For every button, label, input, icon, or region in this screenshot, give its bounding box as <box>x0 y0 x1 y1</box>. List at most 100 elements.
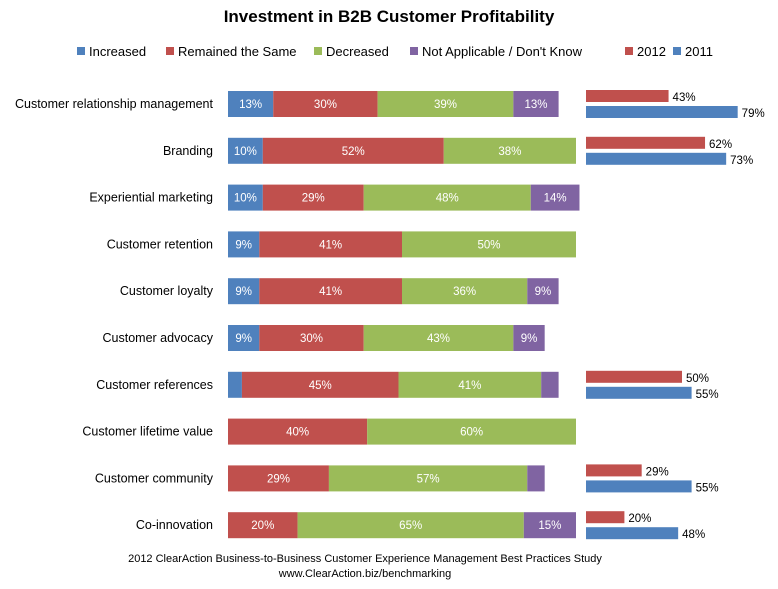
category-label-customer-advocacy: Customer advocacy <box>103 331 214 345</box>
data-label: 10% <box>234 146 257 158</box>
bar-segment-decreased <box>377 91 514 117</box>
bar-segment-increased <box>228 278 260 305</box>
legend-item-decreased: Decreased <box>314 44 389 59</box>
data-label: 65% <box>399 520 422 532</box>
source-line-2: www.ClearAction.biz/benchmarking <box>278 568 451 580</box>
year-bars-co-innovation: 20% 48% <box>586 511 705 541</box>
bar-2012 <box>586 370 682 383</box>
bar-segment-remained-the-same <box>228 418 368 445</box>
legend-label: Remained the Same <box>178 44 297 59</box>
legend-label: Not Applicable / Don't Know <box>422 44 583 59</box>
category-label-experiential-marketing: Experiential marketing <box>89 191 213 205</box>
stacked-bar-group: 13% 30% 39% 13% 10% 52% 38% 10% 29% 48% 14% 9% 41% 50… <box>228 91 580 539</box>
source-line-1: 2012 ClearAction Business-to-Business Cu… <box>128 553 602 565</box>
stacked-bar-customer-relationship-management: 13% 30% 39% 13% <box>228 91 559 117</box>
category-label-customer-loyalty: Customer loyalty <box>120 284 214 298</box>
bar-2011 <box>586 480 692 493</box>
data-label: 36% <box>453 286 476 298</box>
data-label: 62% <box>709 139 732 151</box>
bar-segment-increased <box>228 371 242 398</box>
data-label: 79% <box>742 108 765 120</box>
stacked-bar-experiential-marketing: 10% 29% 48% 14% <box>228 184 580 211</box>
data-label: 55% <box>696 389 719 401</box>
data-label: 73% <box>730 155 753 167</box>
data-label: 57% <box>417 473 440 485</box>
legend-swatch <box>410 47 418 55</box>
data-label: 50% <box>686 373 709 385</box>
bar-segment-remained-the-same <box>262 137 444 164</box>
bar-segment-decreased <box>367 418 576 445</box>
data-label: 40% <box>286 427 309 439</box>
data-label: 29% <box>302 193 325 205</box>
category-label-customer-retention: Customer retention <box>107 237 213 251</box>
chart-title: Investment in B2B Customer Profitability <box>224 7 555 26</box>
legend-label: 2011 <box>685 44 713 59</box>
data-label: 9% <box>521 333 538 345</box>
data-label: 15% <box>538 520 561 532</box>
bar-segment-remained-the-same <box>273 91 378 117</box>
legend-swatch <box>166 47 174 55</box>
legend-swatch <box>77 47 85 55</box>
bar-2012 <box>586 464 642 477</box>
data-label: 43% <box>427 333 450 345</box>
bar-segment-not-applicable-don-t-know <box>523 512 576 539</box>
data-label: 48% <box>436 193 459 205</box>
data-label: 9% <box>535 286 552 298</box>
data-label: 55% <box>696 482 719 494</box>
data-label: 52% <box>342 146 365 158</box>
bar-segment-remained-the-same <box>259 325 364 351</box>
category-label-co-innovation: Co-innovation <box>136 518 213 532</box>
stacked-bar-customer-lifetime-value: 40% 60% <box>228 418 576 445</box>
category-label-customer-references: Customer references <box>96 378 213 392</box>
category-label-customer-lifetime-value: Customer lifetime value <box>82 425 213 439</box>
bar-segment-not-applicable-don-t-know <box>513 325 545 351</box>
data-label: 45% <box>309 380 332 392</box>
bar-segment-decreased <box>363 325 514 351</box>
year-bars-branding: 62%73% <box>586 136 753 167</box>
bar-segment-remained-the-same <box>241 371 399 398</box>
stacked-bar-customer-advocacy: 9% 30% 43% 9% <box>228 325 545 351</box>
stacked-bar-customer-community: 29% 57% <box>228 465 545 492</box>
data-label: 30% <box>314 99 337 111</box>
stacked-bar-customer-references: 45% 41% <box>228 371 559 398</box>
category-labels: Customer relationship management Branding… <box>15 97 214 532</box>
stacked-bar-customer-retention: 9% 41% 50% <box>228 231 576 258</box>
bar-segment-not-applicable-don-t-know <box>527 465 545 492</box>
bar-segment-decreased <box>443 137 576 164</box>
data-label: 48% <box>682 529 705 541</box>
bar-segment-decreased <box>402 278 528 305</box>
legend-item-increased: Increased <box>77 44 146 59</box>
bar-2011 <box>586 527 679 540</box>
bar-segment-increased <box>228 137 263 164</box>
bar-segment-decreased <box>402 231 576 258</box>
bar-2012 <box>586 136 706 149</box>
data-label: 29% <box>267 473 290 485</box>
bar-segment-remained-the-same <box>262 184 364 211</box>
data-label: 10% <box>234 193 257 205</box>
category-label-customer-community: Customer community <box>95 471 214 485</box>
data-label: 39% <box>434 99 457 111</box>
legend-item-remained-the-same: Remained the Same <box>166 44 297 59</box>
year-bars-customer-community: 29% 55% <box>586 464 719 494</box>
data-label: 29% <box>646 466 669 478</box>
data-label: 20% <box>628 513 651 525</box>
data-label: 60% <box>460 427 483 439</box>
data-label: 41% <box>319 286 342 298</box>
bar-2011 <box>586 106 738 118</box>
bar-2011 <box>586 152 727 165</box>
bar-segment-remained-the-same <box>228 465 329 492</box>
legend-label: Decreased <box>326 44 389 59</box>
data-label: 9% <box>235 286 252 298</box>
bar-segment-not-applicable-don-t-know <box>527 278 559 305</box>
bar-segment-increased <box>228 184 263 211</box>
data-label: 9% <box>235 239 252 251</box>
bar-segment-increased <box>228 231 260 258</box>
legend-item-2012: 2012 <box>625 44 666 59</box>
legend-item-not-applicable-don-t-know: Not Applicable / Don't Know <box>410 44 583 59</box>
bar-segment-remained-the-same <box>259 231 402 258</box>
bar-segment-increased <box>228 325 260 351</box>
year-bars-customer-references: 50%55% <box>586 370 719 401</box>
legend-swatch <box>625 47 633 55</box>
bar-segment-decreased <box>297 512 524 539</box>
